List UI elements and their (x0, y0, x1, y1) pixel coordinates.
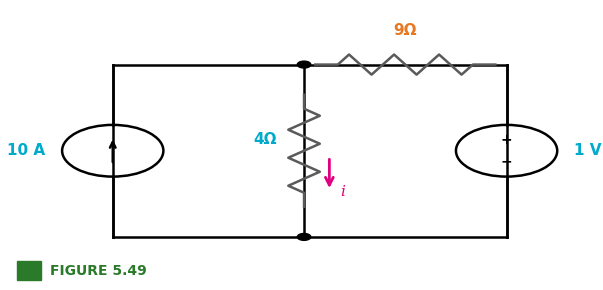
Text: i: i (341, 185, 346, 199)
Circle shape (297, 61, 311, 68)
Text: −: − (500, 155, 513, 168)
Circle shape (297, 233, 311, 240)
Text: 10 A: 10 A (7, 143, 45, 158)
Text: FIGURE 5.49: FIGURE 5.49 (49, 264, 147, 278)
Bar (17, 261, 41, 280)
Text: 1 V: 1 V (574, 143, 602, 158)
Text: 4Ω: 4Ω (253, 132, 276, 147)
Text: +: + (500, 133, 513, 147)
Text: 9Ω: 9Ω (394, 23, 417, 38)
